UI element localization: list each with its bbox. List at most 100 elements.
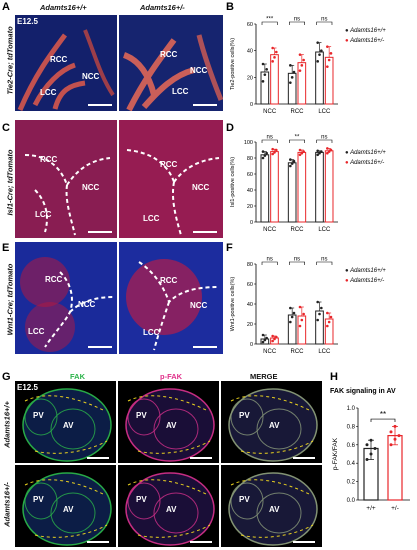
region-pv: PV [33, 411, 44, 420]
data-point [298, 69, 302, 72]
y-axis-label: p-FAK/FAK [332, 437, 339, 470]
region-ncc-a-wt: NCC [82, 72, 100, 81]
panel-letter-h: H [330, 371, 338, 383]
data-point [275, 50, 278, 54]
significance-bracket [261, 261, 278, 265]
region-ncc-c-wt: NCC [82, 183, 100, 192]
x-tick-label: RCC [291, 227, 305, 233]
y-tick-label: 0 [250, 220, 253, 226]
region-ncc-e-wt: NCC [78, 300, 96, 309]
scale-bar [88, 346, 112, 348]
data-point [302, 150, 305, 153]
significance-bracket [316, 139, 333, 143]
bar [297, 151, 307, 223]
region-lcc-e-het: LCC [143, 328, 160, 337]
g-micrograph-image [221, 381, 322, 463]
region-rcc-a-het: RCC [160, 50, 178, 59]
data-point [300, 64, 304, 67]
region-ncc-e-het: NCC [190, 301, 208, 310]
data-point [271, 339, 274, 343]
g-outline [230, 479, 314, 538]
data-point [289, 64, 292, 67]
legend-item-het: ● Adamts16+/- [345, 38, 384, 44]
g-micrograph: PV AV [15, 381, 116, 463]
data-point [316, 41, 319, 44]
y-axis-label: Tie2-positive cells(%) [230, 38, 236, 90]
bar [315, 151, 324, 223]
g-outline [24, 479, 108, 538]
scale-bar [193, 346, 217, 348]
data-point [290, 315, 294, 319]
scale-bar [193, 231, 217, 233]
scale-bar [88, 104, 112, 106]
data-point [265, 336, 268, 340]
data-point [326, 45, 329, 48]
x-tick-label: +/+ [366, 505, 376, 512]
data-point [275, 148, 278, 152]
data-point [263, 73, 267, 76]
region-av: AV [269, 505, 280, 514]
y-tick-label: 80 [247, 156, 253, 162]
micrograph-e-het [119, 242, 223, 354]
y-tick-label: 0.2 [347, 480, 356, 486]
data-point [316, 300, 319, 304]
scale-bar [190, 541, 212, 543]
y-tick-label: 40 [247, 302, 253, 308]
y-tick-label: 20 [247, 322, 253, 328]
g-micrograph-image [118, 465, 219, 547]
data-point [289, 306, 292, 310]
data-point [316, 318, 319, 322]
g-pv [24, 398, 58, 436]
data-point [290, 76, 294, 79]
y-tick-label: 0.6 [347, 443, 356, 449]
scale-bar [193, 104, 217, 106]
significance-bracket [289, 21, 305, 25]
side-label-e: Wnt1-Cre; tdTomato [5, 263, 15, 336]
data-point [298, 153, 302, 157]
data-point [292, 311, 296, 315]
significance-label: ** [295, 135, 300, 141]
data-point [365, 458, 369, 462]
g-micrograph-image [118, 381, 219, 463]
y-tick-label: 100 [244, 140, 253, 146]
y-axis-label: Isl1-positive cells(%) [230, 157, 236, 207]
data-point [289, 164, 292, 168]
legend-item-wt: ● Adamts16+/+ [345, 150, 386, 156]
data-point [261, 156, 265, 160]
data-point [327, 58, 331, 62]
x-tick-label: NCC [263, 227, 277, 233]
y-tick-label: 60 [247, 22, 253, 28]
g-av [50, 408, 96, 450]
y-tick-label: 0.4 [347, 461, 356, 467]
data-point [316, 149, 319, 153]
micrograph-e-wt [15, 242, 117, 354]
data-point [365, 443, 369, 447]
legend-item-wt: ● Adamts16+/+ [345, 28, 386, 34]
scale-bar [87, 457, 109, 459]
region-lcc-a-het: LCC [172, 87, 189, 96]
g-av [153, 492, 199, 534]
significance-bracket [289, 261, 305, 265]
panel-letter-g: G [2, 371, 11, 383]
stage-label-a: E12.5 [17, 17, 38, 26]
data-point [292, 159, 296, 163]
region-pv: PV [33, 495, 44, 504]
h-title: FAK signaling in AV [330, 388, 396, 395]
data-point [290, 162, 294, 165]
data-point [302, 312, 305, 316]
legend-label: Adamts16+/- [350, 38, 385, 44]
data-point [320, 306, 323, 310]
bar [324, 56, 334, 105]
micrograph-c-het [119, 120, 223, 238]
data-point [265, 68, 268, 71]
legend-label: Adamts16+/+ [350, 28, 386, 34]
data-point [271, 334, 274, 338]
region-pv: PV [239, 495, 250, 504]
data-point [298, 305, 302, 309]
col-title-fak: FAK [70, 372, 85, 381]
g-micrograph: PV AV [221, 381, 322, 463]
y-tick-label: 60 [247, 172, 253, 178]
data-point [316, 60, 319, 63]
scale-bar [87, 541, 109, 543]
significance-label: ** [380, 410, 386, 419]
